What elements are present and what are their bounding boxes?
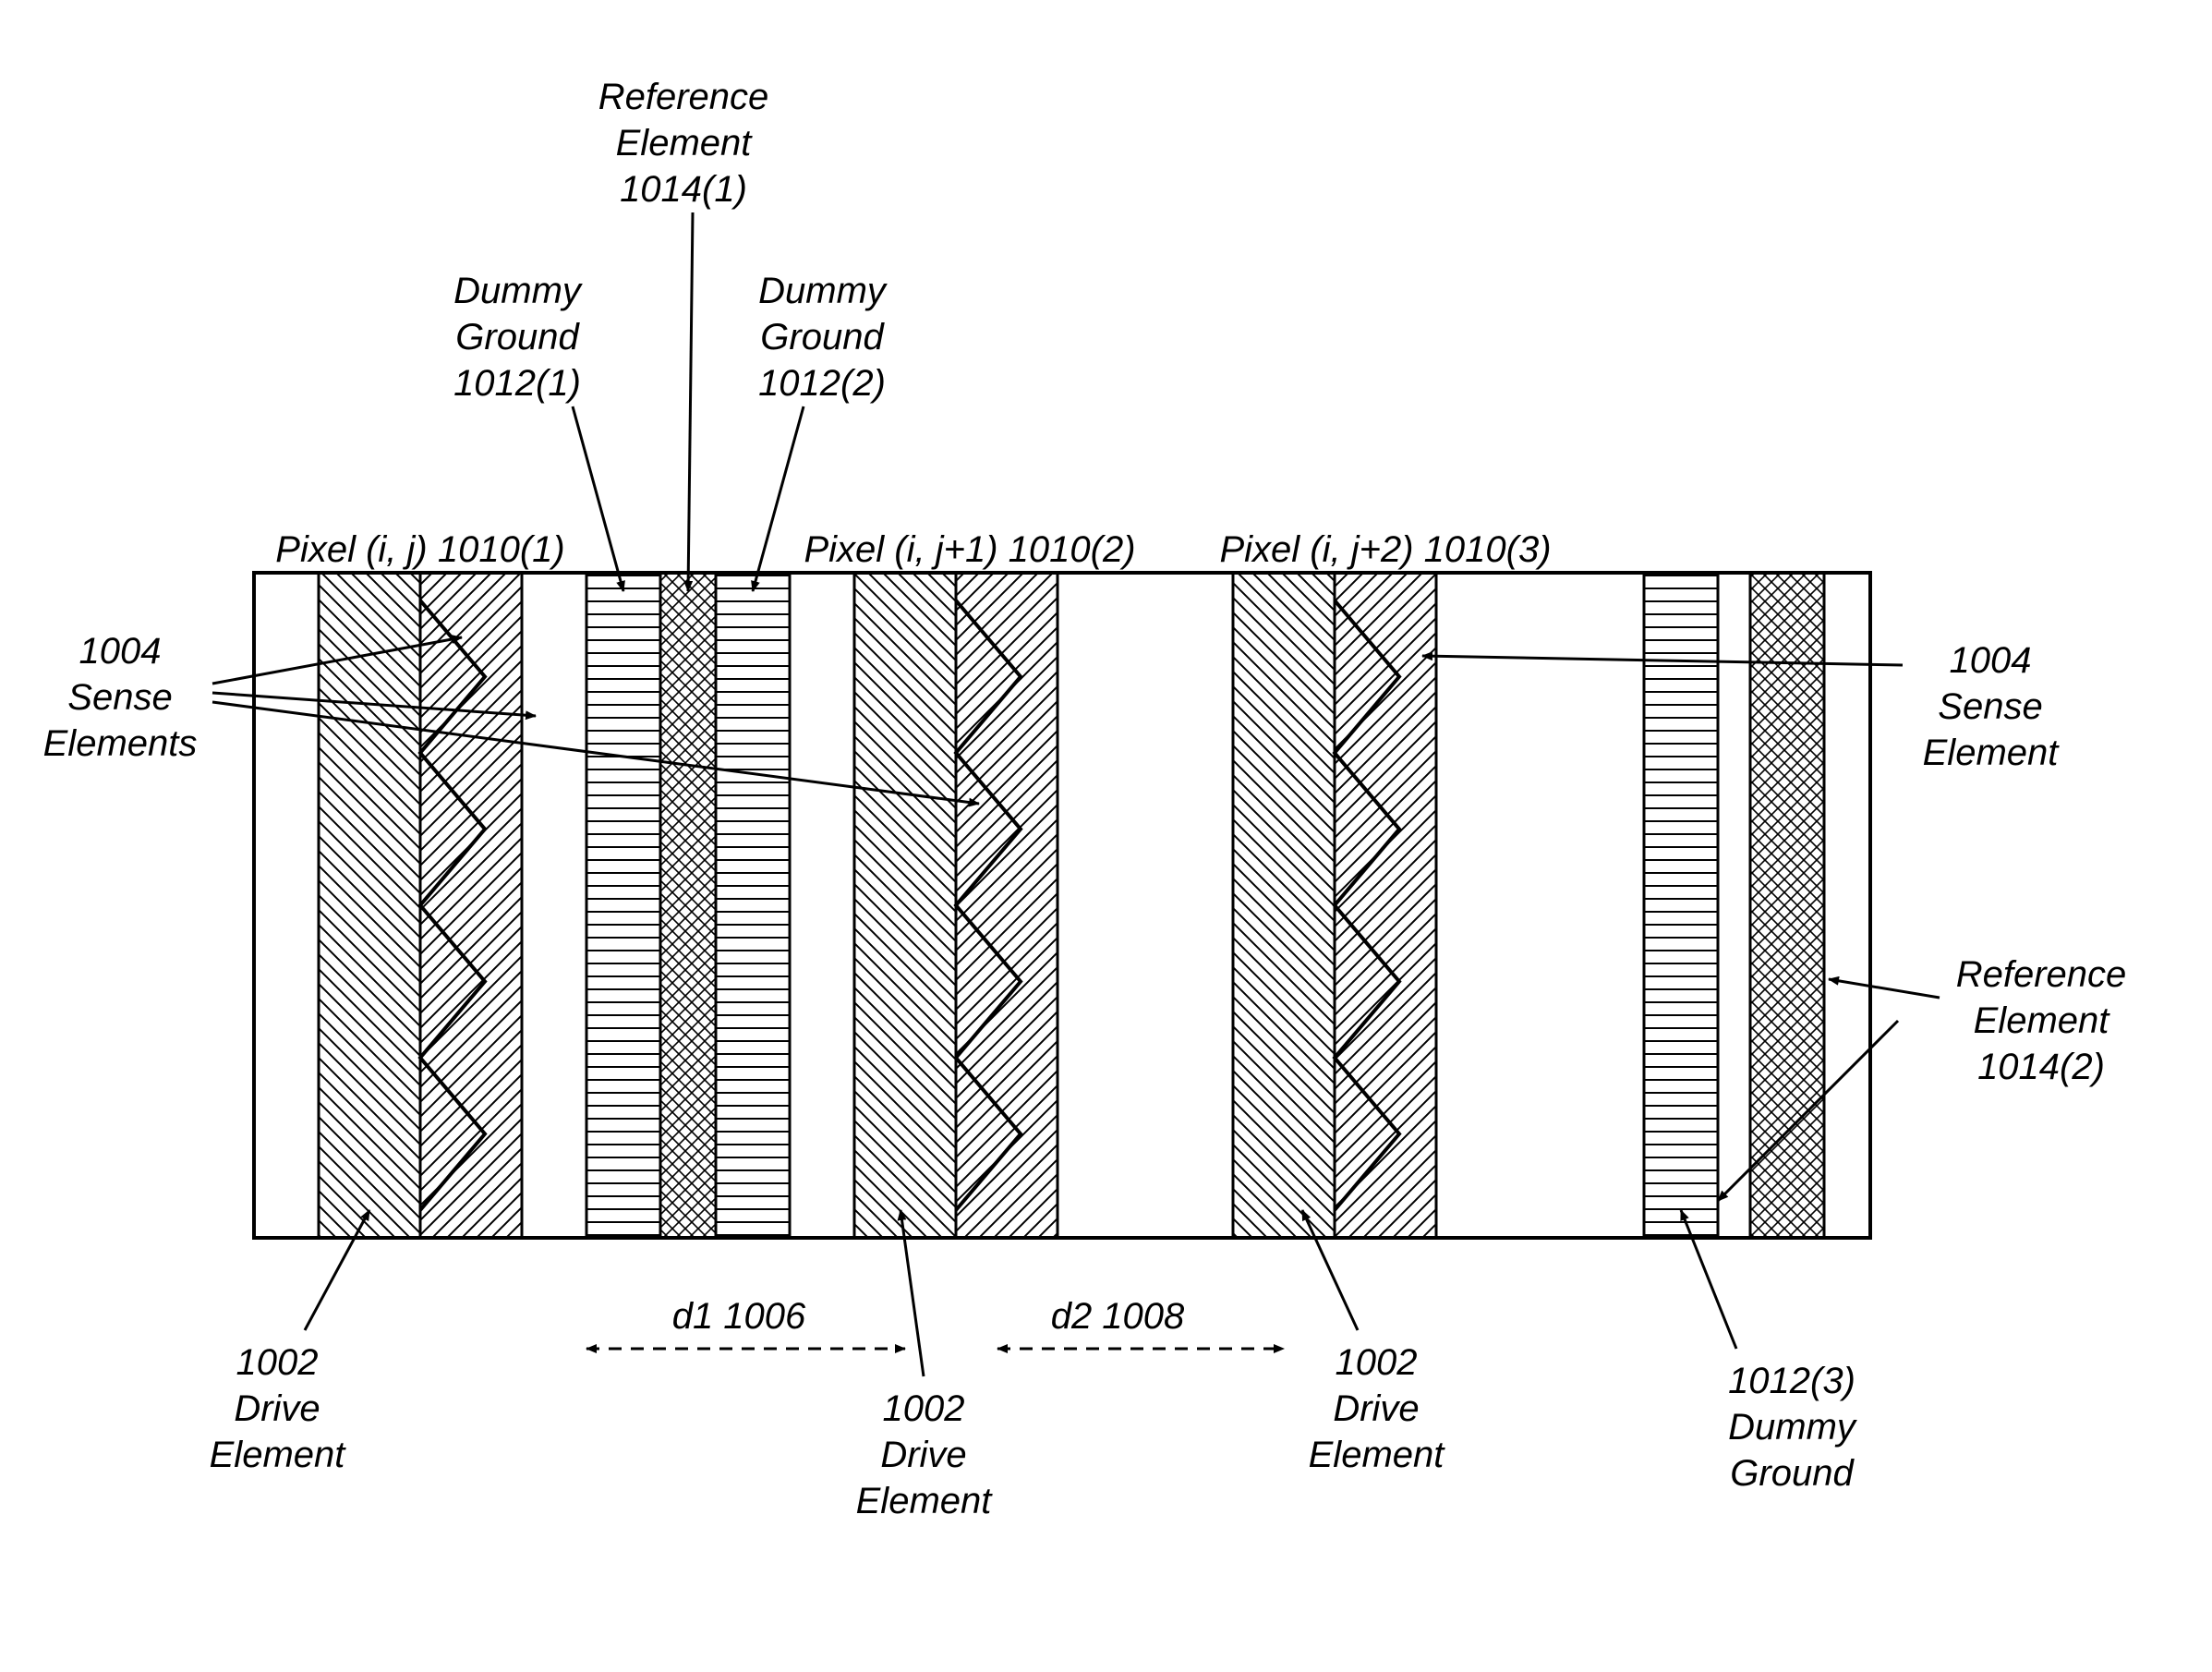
label-1002-drive-element-1: 1002 Drive Element: [46, 1339, 508, 1478]
label-pixel-ij-1010-1: Pixel (i, j) 1010(1): [189, 527, 651, 573]
column-gap4: [1436, 573, 1644, 1238]
column-gap1: [522, 573, 586, 1238]
column-sense3: [1335, 573, 1436, 1238]
label-dummy-ground-1012-2: Dummy Ground 1012(2): [591, 268, 1053, 406]
label-1012-3-dummy-ground: 1012(3) Dummy Ground: [1561, 1358, 2023, 1496]
label-reference-element-1014-2: Reference Element 1014(2): [1810, 951, 2212, 1090]
column-dg1: [586, 573, 660, 1238]
column-ref1: [660, 573, 716, 1238]
zigzag-drive3-sense3: [1335, 600, 1399, 1210]
label-1002-drive-element-3: 1002 Drive Element: [1145, 1339, 1607, 1478]
zigzags-group: [420, 600, 1399, 1210]
label-reference-element-1014-1: Reference Element 1014(1): [453, 74, 914, 212]
column-sense1: [420, 573, 522, 1238]
pointer-arrow-9: [305, 1210, 369, 1330]
label-pixel-ij2-1010-3: Pixel (i, j+2) 1010(3): [1154, 527, 1616, 573]
column-gap2: [790, 573, 854, 1238]
label-1004-sense-element-right: 1004 Sense Element: [1759, 637, 2212, 776]
frame: [254, 573, 1870, 1238]
column-drive2: [854, 573, 956, 1238]
column-dg3: [1644, 573, 1718, 1238]
column-dg2: [716, 573, 790, 1238]
zigzag-drive1-sense1: [420, 600, 485, 1210]
zigzag-drive2-sense2: [956, 600, 1021, 1210]
label-d2-1008: d2 1008: [887, 1293, 1348, 1339]
columns-group: [254, 573, 1870, 1238]
column-gap3: [1058, 573, 1233, 1238]
diagram-canvas: Reference Element 1014(1) Dummy Ground 1…: [0, 0, 2212, 1672]
label-pixel-ij1-1010-2: Pixel (i, j+1) 1010(2): [739, 527, 1201, 573]
column-drive3: [1233, 573, 1335, 1238]
label-1004-sense-elements-left: 1004 Sense Elements: [0, 628, 351, 767]
column-sense2: [956, 573, 1058, 1238]
pointer-arrow-12: [1681, 1210, 1736, 1349]
column-gap5: [1718, 573, 1750, 1238]
label-1002-drive-element-2: 1002 Drive Element: [693, 1386, 1154, 1524]
